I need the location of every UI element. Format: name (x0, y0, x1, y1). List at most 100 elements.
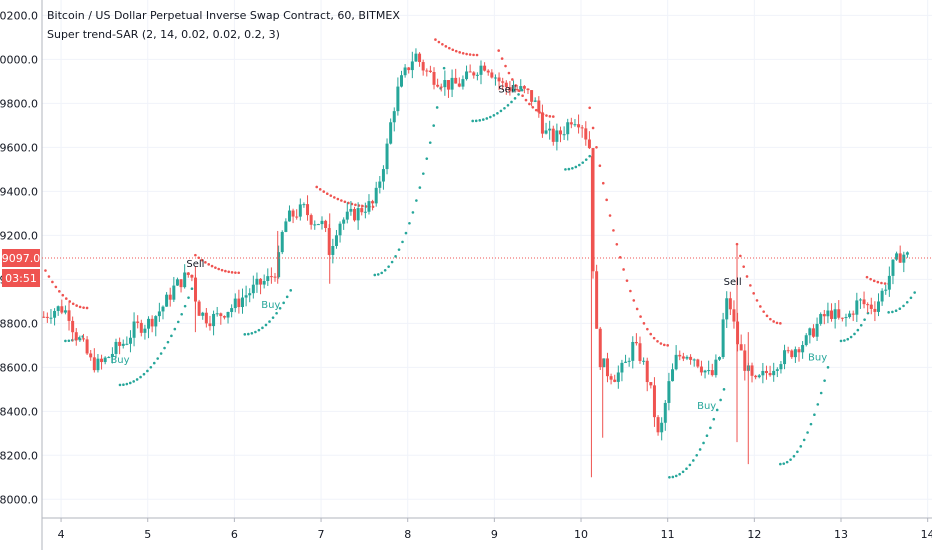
candle-body (652, 385, 656, 418)
candle-body (877, 301, 881, 312)
sar-dot-bear (237, 271, 241, 275)
sar-dot-bear (779, 322, 782, 325)
candle-body (591, 148, 595, 272)
sar-dot-bear (82, 306, 85, 309)
candle-body (273, 276, 277, 278)
candle-body (656, 417, 660, 433)
sar-dot-bull (394, 255, 397, 258)
candle-body (501, 81, 505, 83)
sar-dot-bear (649, 332, 653, 336)
sar-dot-bull (418, 186, 422, 189)
sar-dot-bull (190, 287, 194, 291)
sar-dot-bear (354, 203, 357, 207)
sar-dot-bull (478, 119, 482, 122)
candle-body (374, 187, 378, 204)
candle-body (179, 279, 183, 288)
candle-body (262, 280, 266, 285)
candle-body (580, 127, 584, 129)
candle-body (645, 360, 649, 383)
sar-dot-bear (343, 200, 347, 204)
candle-body (168, 294, 172, 300)
sar-dot-bull (698, 448, 702, 451)
candle-body (858, 299, 862, 301)
sar-dot-bull (513, 97, 517, 100)
sar-dot-bull (567, 167, 571, 171)
y-tick-label: 10200.0 (0, 9, 38, 22)
sar-dot-bull (492, 114, 496, 117)
candle-body (443, 80, 447, 88)
candle-body (703, 370, 707, 373)
sar-dot-bear (769, 317, 772, 321)
candle-body (334, 235, 338, 247)
candle-body (605, 358, 609, 377)
sar-dot-bull (146, 369, 149, 373)
sar-dot-bear (71, 302, 75, 306)
sar-dot-bear (517, 89, 521, 93)
sar-dot-bear (534, 108, 538, 112)
sar-dot-bull (503, 106, 506, 110)
sar-dot-bear (772, 320, 775, 323)
sar-dot-bull (499, 109, 503, 113)
sar-dot-bear (210, 264, 214, 268)
sar-dot-bull (285, 295, 289, 299)
sar-dot-bear (622, 268, 625, 271)
y-tick-label: 8800.0 (0, 317, 38, 330)
sar-dot-bull (894, 309, 898, 313)
candle-body (887, 275, 891, 290)
sar-dot-bull (789, 458, 792, 461)
sar-dot-bear (646, 327, 649, 331)
candle-body (721, 319, 725, 358)
sar-dot-bear (444, 45, 448, 48)
candle-body (219, 313, 223, 317)
candle-body (811, 328, 815, 337)
sar-dot-bull (685, 467, 688, 471)
sar-dot-bear (234, 271, 237, 274)
sar-dot-bear (504, 64, 507, 68)
x-tick-label: 4 (58, 528, 65, 541)
candle-body (175, 279, 179, 286)
candle-body (251, 284, 255, 294)
signal-annotations: Buy Sell Buy Sell Buy Sell Buy (110, 84, 827, 412)
candle-body (718, 357, 722, 360)
candle-body (840, 317, 844, 319)
candle-body (56, 306, 60, 311)
y-tick-label: 8000.0 (0, 493, 38, 506)
grid-layer (42, 0, 932, 518)
candle-body (866, 304, 870, 306)
sar-dot-bull (380, 271, 384, 275)
sar-dot-bull (577, 163, 581, 167)
sar-dot-bull (843, 339, 846, 342)
sar-dot-bull (376, 273, 380, 276)
candle-body (338, 223, 342, 236)
candle-body (353, 208, 357, 221)
x-tick-label: 8 (404, 528, 411, 541)
sar-dot-bear (85, 306, 89, 310)
candle-body (230, 308, 234, 312)
candle-body (74, 332, 78, 341)
sar-dot-bear (745, 275, 749, 278)
candle-body (508, 87, 512, 92)
sar-dot-bear (759, 305, 762, 308)
sar-dot-bull (863, 318, 866, 321)
sar-dot-bear (883, 282, 887, 285)
candle-body (504, 82, 508, 88)
candle-body (81, 338, 85, 340)
sar-dot-bull (692, 459, 695, 462)
sar-dot-bull (442, 66, 446, 70)
candle-body (905, 252, 909, 255)
candle-body (754, 375, 758, 378)
sar-dot-bear (548, 115, 552, 118)
sar-dot-bull (271, 316, 275, 319)
candle-body (309, 215, 313, 225)
candle-body (880, 290, 884, 302)
candle-body (783, 350, 787, 365)
sar-dot-bear (329, 194, 333, 197)
current-price-label: 9097.0 (2, 252, 41, 265)
x-tick-label: 5 (144, 528, 151, 541)
candle-body (472, 72, 476, 76)
candle-body (186, 272, 190, 275)
sar-dot-bull (802, 438, 806, 442)
candle-body (862, 299, 866, 305)
